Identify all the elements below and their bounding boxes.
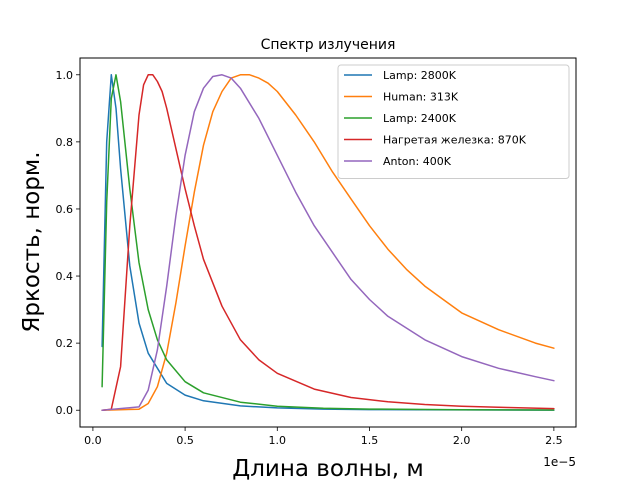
legend: Lamp: 2800K Human: 313K Lamp: 2400K Нагрета… [337,64,570,179]
y-tick-label: 0.4 [56,270,74,283]
legend-label-1: Human: 313K [383,91,459,104]
y-axis-label: Яркость, норм. [19,151,45,332]
y-tick-label: 0.0 [56,404,74,417]
plot-frame [79,57,577,428]
series-line-1 [101,74,555,411]
legend-label-3: Нагретая железка: 870K [383,134,527,147]
series-line-0 [101,74,555,411]
x-tick-label: 0.0 [84,434,102,447]
y-tick-label: 0.8 [56,136,74,149]
chart-title: Спектр излучения [261,37,396,53]
y-axis-ticks: 0.0 0.2 0.4 0.6 0.8 1.0 [56,69,80,417]
x-tick-label: 1.0 [269,434,287,447]
x-tick-label: 2.0 [453,434,471,447]
x-axis-offset-label: 1e−5 [543,455,576,469]
x-tick-label: 2.5 [545,434,563,447]
legend-label-4: Anton: 400K [383,155,452,168]
legend-box [337,64,570,179]
legend-label-0: Lamp: 2800K [383,69,457,82]
y-tick-label: 0.6 [56,203,74,216]
series-line-2 [101,74,555,411]
y-tick-label: 0.2 [56,337,74,350]
series-line-3 [101,74,555,411]
x-axis-ticks: 0.0 0.5 1.0 1.5 2.0 2.5 [84,427,563,447]
series-layer [101,74,555,411]
y-tick-label: 1.0 [56,69,74,82]
x-axis-label: Длина волны, м [232,456,424,480]
legend-label-2: Lamp: 2400K [383,112,457,125]
series-line-4 [101,74,555,411]
x-tick-label: 0.5 [176,434,194,447]
x-tick-label: 1.5 [361,434,379,447]
